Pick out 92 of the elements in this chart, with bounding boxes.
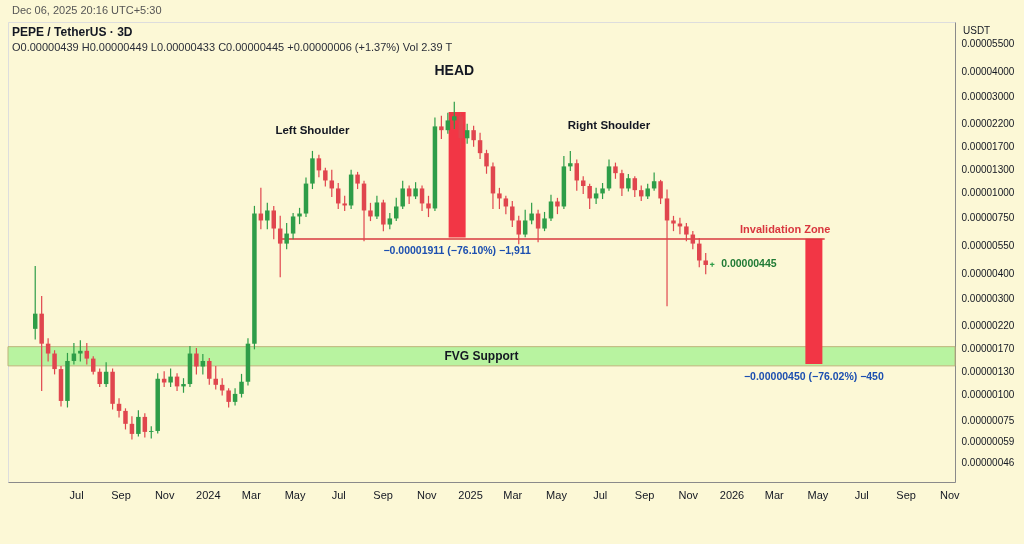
band-label: FVG Support bbox=[444, 349, 519, 364]
candlestick bbox=[335, 182, 341, 210]
candlestick bbox=[239, 373, 244, 398]
x-tick-label: Mar bbox=[241, 488, 262, 501]
candlestick bbox=[136, 410, 141, 437]
x-tick-label: Jul bbox=[331, 488, 346, 501]
candlestick bbox=[394, 197, 399, 222]
x-tick-label: 2025 bbox=[458, 488, 483, 501]
candlestick bbox=[290, 212, 296, 240]
annotation: HEAD bbox=[434, 62, 475, 79]
candlestick bbox=[226, 388, 231, 408]
x-tick-label: 2024 bbox=[196, 488, 221, 501]
y-tick-label: 0.00000550 bbox=[961, 239, 1015, 251]
candlestick bbox=[471, 125, 476, 147]
candlestick bbox=[194, 348, 199, 375]
y-tick-label: 0.00002200 bbox=[961, 118, 1015, 130]
y-tick-label: 0.00000400 bbox=[961, 267, 1015, 279]
candlestick bbox=[522, 209, 528, 238]
data-label: −0.00000450 (−76.02%) −450 bbox=[743, 370, 884, 382]
x-tick-label: Jul bbox=[69, 488, 84, 501]
candlestick bbox=[529, 202, 534, 225]
candlestick bbox=[84, 343, 90, 365]
candlestick bbox=[284, 222, 289, 250]
candlestick bbox=[516, 215, 521, 245]
x-tick-label: May bbox=[807, 488, 829, 501]
y-tick-label: 0.00000046 bbox=[961, 457, 1015, 469]
candlestick bbox=[207, 358, 212, 385]
candlestick bbox=[497, 187, 502, 210]
x-tick-label: 2026 bbox=[719, 488, 745, 501]
y-tick-label: 0.00001700 bbox=[961, 140, 1015, 152]
candlestick bbox=[200, 354, 206, 375]
candlestick bbox=[568, 150, 573, 171]
candlestick bbox=[419, 185, 425, 212]
candlestick bbox=[458, 112, 463, 149]
candlestick bbox=[149, 426, 154, 439]
candlestick bbox=[587, 183, 592, 210]
candlestick bbox=[45, 338, 51, 362]
x-tick-label: Nov bbox=[417, 488, 438, 501]
chart-title: PEPE / TetherUS · 3D bbox=[12, 25, 133, 39]
candlestick bbox=[213, 365, 218, 390]
candlestick bbox=[445, 112, 451, 134]
y-tick-label: 0.00004000 bbox=[961, 65, 1015, 77]
y-tick-label: 0.00003000 bbox=[961, 90, 1015, 102]
x-tick-label: Mar bbox=[764, 488, 785, 501]
x-tick-label: Mar bbox=[503, 488, 523, 501]
x-tick-label: Jul bbox=[593, 488, 608, 501]
annotation: Invalidation Zone bbox=[740, 223, 831, 236]
candlestick bbox=[265, 202, 270, 230]
x-tick-label: May bbox=[284, 488, 306, 501]
y-tick-label: 0.00000059 bbox=[961, 435, 1015, 447]
annotation: Right Shoulder bbox=[567, 119, 651, 132]
candlestick bbox=[658, 179, 663, 205]
y-tick-label: 0.00000130 bbox=[961, 366, 1015, 378]
x-tick-label: Sep bbox=[896, 488, 916, 501]
data-label: −0.00001911 (−76.10%) −1,911 bbox=[383, 243, 532, 256]
y-tick-label: 0.00001000 bbox=[961, 187, 1015, 199]
x-tick-label: Nov bbox=[154, 488, 175, 501]
x-tick-label: Jul bbox=[854, 488, 869, 501]
candlestick bbox=[271, 205, 277, 240]
candlestick bbox=[484, 149, 489, 174]
y-tick-label: 0.00000220 bbox=[961, 320, 1015, 332]
candlestick bbox=[703, 252, 708, 275]
y-axis-title: USDT bbox=[963, 25, 991, 36]
annotation: 0.00000445 bbox=[721, 256, 777, 269]
x-tick-label: Nov bbox=[678, 488, 699, 501]
y-tick-label: 0.00000075 bbox=[961, 414, 1015, 426]
candlestick bbox=[439, 115, 444, 139]
candlestick bbox=[123, 408, 128, 430]
annotation: Left Shoulder bbox=[275, 124, 351, 137]
x-tick-label: Sep bbox=[373, 488, 393, 501]
y-tick-label: 0.00001300 bbox=[961, 164, 1015, 176]
candlestick bbox=[142, 413, 148, 438]
x-tick-label: Sep bbox=[634, 488, 655, 501]
text: Dec 06, 2025 20:16 UTC+5:30 bbox=[12, 4, 162, 16]
candlestick bbox=[400, 180, 405, 210]
candlestick bbox=[426, 195, 431, 218]
y-tick-label: 0.00005500 bbox=[961, 37, 1015, 49]
candlestick bbox=[381, 199, 386, 232]
candlestick bbox=[477, 132, 483, 159]
y-tick-label: 0.00000750 bbox=[961, 212, 1015, 224]
candlestick bbox=[510, 200, 515, 228]
x-tick-label: Nov bbox=[939, 488, 961, 501]
x-tick-label: Sep bbox=[111, 488, 131, 501]
candlestick bbox=[452, 101, 457, 130]
y-tick-label: 0.00000300 bbox=[961, 292, 1015, 304]
candlestick bbox=[78, 340, 83, 362]
candlestick bbox=[697, 237, 702, 268]
y-tick-label: 0.00000170 bbox=[961, 342, 1015, 354]
text: O0.00000439 H0.00000449 L0.00000433 C0.00000445 +0.00000006 (+1.37%) Vol 2.39 T bbox=[12, 41, 453, 53]
y-tick-label: 0.00000100 bbox=[961, 389, 1015, 401]
candlestick bbox=[52, 350, 57, 375]
x-tick-label: May bbox=[546, 488, 568, 501]
